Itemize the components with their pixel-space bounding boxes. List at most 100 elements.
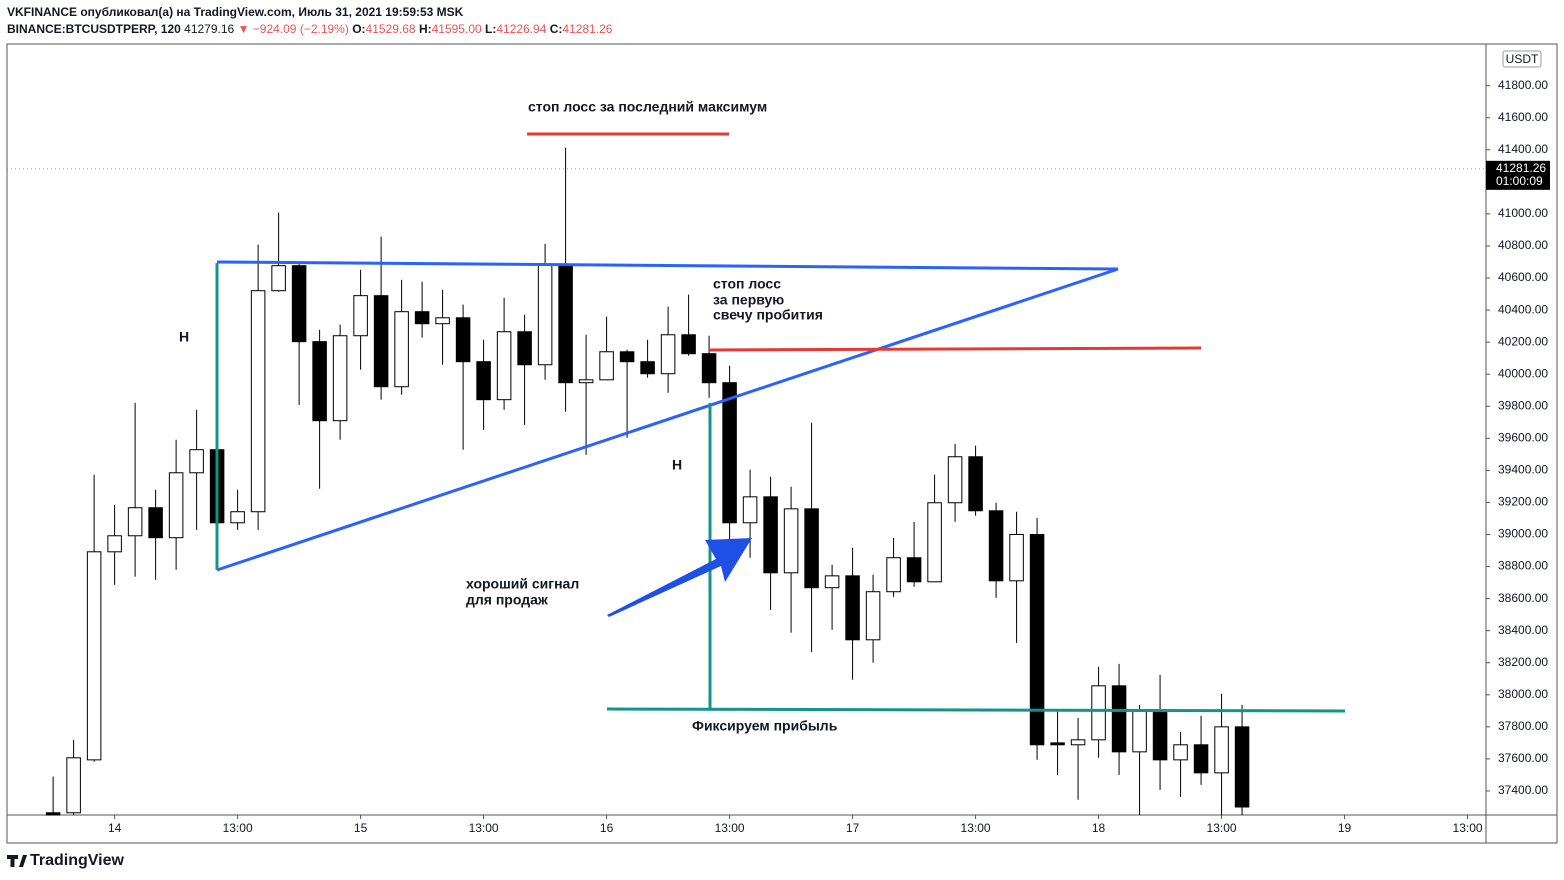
candle-body xyxy=(414,311,430,325)
candle-body xyxy=(271,265,286,292)
candle-body xyxy=(250,290,266,513)
price: 41279.16 xyxy=(184,22,235,36)
candle-body xyxy=(107,535,122,553)
x-tick-label: 16 xyxy=(600,821,614,835)
candle-body xyxy=(291,265,307,343)
y-tick-label: 41600.00 xyxy=(1498,110,1548,124)
candle-body xyxy=(865,591,881,641)
candle-body xyxy=(1193,744,1209,774)
currency-box xyxy=(1502,50,1542,68)
y-tick-label: 37600.00 xyxy=(1498,751,1548,765)
last-price-label: 41281.26 xyxy=(1496,161,1546,175)
y-tick-label: 41400.00 xyxy=(1498,142,1548,156)
candle-body xyxy=(517,331,532,366)
candle-body xyxy=(824,575,840,589)
target-line xyxy=(606,707,1346,713)
y-tick-label: 40400.00 xyxy=(1498,302,1548,316)
candle-body xyxy=(189,449,204,474)
x-tick-label: 13:00 xyxy=(961,821,991,835)
candle-body xyxy=(988,510,1004,582)
c: 41281.26 xyxy=(562,22,613,36)
y-tick-label: 37800.00 xyxy=(1498,719,1548,733)
candle-body xyxy=(230,511,245,524)
candle-body xyxy=(496,331,512,401)
candle-body xyxy=(127,507,143,537)
countdown: 01:00:09 xyxy=(1496,174,1543,188)
x-tick-label: 19 xyxy=(1338,821,1352,835)
candle-body xyxy=(886,557,901,593)
y-tick-label: 39400.00 xyxy=(1498,463,1548,477)
candle-body xyxy=(537,264,553,366)
y-tick-label: 40000.00 xyxy=(1498,366,1548,380)
h: 41595.00 xyxy=(431,22,482,36)
candle-body xyxy=(681,334,696,355)
candle-body xyxy=(845,575,860,641)
y-tick-label: 38000.00 xyxy=(1498,687,1548,701)
y-tick-label: 39800.00 xyxy=(1498,398,1548,412)
y-tick-label: 38200.00 xyxy=(1498,655,1548,669)
candle-body xyxy=(599,351,614,381)
annotation: H xyxy=(179,329,189,345)
candle-body xyxy=(763,496,778,574)
o-label: O: xyxy=(352,22,366,36)
x-tick-label: 13:00 xyxy=(1207,821,1237,835)
candle-body xyxy=(1111,685,1127,753)
o: 41529.68 xyxy=(365,22,416,36)
logo xyxy=(7,855,27,867)
candle-body xyxy=(1091,685,1106,741)
candle-body xyxy=(1050,742,1065,746)
l-label: L: xyxy=(485,22,497,36)
header-line: VKFINANCE опубликовал(а) на TradingView.… xyxy=(7,5,463,19)
candle-body xyxy=(1009,533,1024,582)
candle-body xyxy=(1070,739,1086,746)
marks: 37400.00 37600.00 37800.00 38000.00 38200.00… xyxy=(7,78,1550,835)
l: 41226.94 xyxy=(496,22,547,36)
candle-body xyxy=(701,353,717,384)
y-tick-label: 38800.00 xyxy=(1498,559,1548,573)
candle-body xyxy=(1152,710,1168,761)
x-tick-label: 18 xyxy=(1092,821,1106,835)
last-price-box xyxy=(1486,160,1550,190)
frame xyxy=(6,43,1558,844)
triangle-top xyxy=(216,260,1119,271)
change: ▼ −924.09 (−2.19%) xyxy=(237,22,349,36)
candle-body xyxy=(168,472,184,539)
y-tick-label: 37400.00 xyxy=(1498,783,1548,797)
symbol: BINANCE:BTCUSDTPERP, 120 xyxy=(7,22,181,36)
arrow xyxy=(607,538,752,617)
candle-body xyxy=(660,334,676,375)
x-tick-label: 13:00 xyxy=(715,821,745,835)
y-tick-label: 39000.00 xyxy=(1498,527,1548,541)
candle-body xyxy=(435,317,450,325)
y-tick-label: 39600.00 xyxy=(1498,430,1548,444)
currency: USDT xyxy=(1506,52,1539,66)
candle-body xyxy=(455,317,471,363)
candle-body xyxy=(906,557,922,583)
y-tick-label: 39200.00 xyxy=(1498,495,1548,509)
candle-body xyxy=(804,508,819,589)
annotation: за первую xyxy=(713,292,784,308)
drawings xyxy=(215,132,1346,713)
candle-body xyxy=(86,551,102,761)
annotation: Фиксируем прибыль xyxy=(692,718,838,734)
candle-body xyxy=(1234,726,1250,808)
candle-body xyxy=(722,382,737,524)
y-tick-label: 40800.00 xyxy=(1498,238,1548,252)
y-tick-label: 40200.00 xyxy=(1498,334,1548,348)
candle-body xyxy=(476,361,491,401)
y-tick-label: 41000.00 xyxy=(1498,206,1548,220)
candle-body xyxy=(66,757,81,814)
candle-body xyxy=(927,502,942,583)
x-tick-label: 14 xyxy=(108,821,122,835)
candle-body xyxy=(742,496,758,524)
candle-body xyxy=(373,295,389,388)
logo-text: TradingView xyxy=(30,852,125,869)
annotation: свечу пробития xyxy=(713,307,823,323)
triangle-bottom xyxy=(216,267,1119,572)
candle-body xyxy=(312,341,327,422)
annotation: стоп лосс xyxy=(713,276,781,292)
candle-body xyxy=(640,361,655,375)
annotation: стоп лосс за последний максимум xyxy=(528,99,767,115)
candle-body xyxy=(619,351,635,363)
